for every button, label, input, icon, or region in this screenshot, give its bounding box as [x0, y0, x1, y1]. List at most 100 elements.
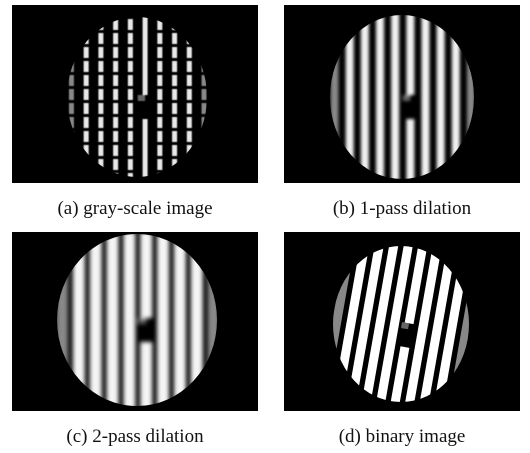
stripe-segment — [69, 33, 74, 44]
stripe-segment — [187, 5, 192, 16]
stripe-segment — [128, 103, 133, 114]
stripe-segment — [98, 117, 103, 128]
stripe-segment — [69, 19, 74, 30]
stripe-segment — [113, 103, 118, 114]
stripe — [174, 232, 186, 411]
stripe-segment — [84, 33, 89, 44]
stripe — [406, 119, 414, 183]
image-binary — [284, 232, 520, 411]
stripe-segment — [113, 173, 118, 183]
bridge — [403, 95, 411, 101]
stripe-segment — [157, 159, 162, 170]
stripe — [73, 232, 85, 411]
stripe-segment — [98, 5, 103, 16]
stripe-segment — [128, 19, 133, 30]
stripe-segment — [128, 159, 133, 170]
stripe-segment — [84, 117, 89, 128]
stripe-segment — [84, 103, 89, 114]
stripe — [437, 5, 445, 183]
bridge — [138, 318, 146, 324]
stripe — [467, 5, 475, 183]
stripe-segment — [128, 89, 133, 100]
stripe-segment — [69, 61, 74, 72]
stripe-segment — [69, 131, 74, 142]
stripe-segment — [84, 145, 89, 156]
stripe-segment — [113, 159, 118, 170]
stripe-segment — [187, 145, 192, 156]
stripe — [421, 5, 429, 183]
stripe-segment — [172, 131, 177, 142]
stripe-segment — [187, 159, 192, 170]
stripe-segment — [84, 75, 89, 86]
stripe-segment — [98, 75, 103, 86]
image-gray-scale — [12, 5, 258, 183]
stripe-segment — [187, 117, 192, 128]
stripe-segment — [84, 61, 89, 72]
stripe — [406, 5, 414, 95]
stripe-segment — [98, 173, 103, 183]
stripe-segment — [172, 103, 177, 114]
stripe-segment — [98, 159, 103, 170]
stripe — [90, 232, 102, 411]
stripe-segment — [157, 131, 162, 142]
stripe-segment — [113, 117, 118, 128]
stripe-segment — [202, 131, 207, 142]
stripe-segment — [113, 47, 118, 58]
stripes — [331, 5, 475, 183]
stripe-segment — [157, 89, 162, 100]
stripe-segment — [113, 19, 118, 30]
stripe-segment — [128, 75, 133, 86]
stripe-segment — [187, 75, 192, 86]
stripe-segment — [157, 75, 162, 86]
stripe — [376, 5, 384, 183]
stripe — [452, 5, 460, 183]
stripe-segment — [128, 173, 133, 183]
stripes — [56, 232, 220, 411]
stripe-segment — [98, 145, 103, 156]
stripe-segment — [98, 33, 103, 44]
stripe-segment — [113, 33, 118, 44]
stripe-segment — [128, 5, 133, 16]
stripe-segment — [172, 117, 177, 128]
stripe-segment — [202, 47, 207, 58]
stripe-segment — [202, 33, 207, 44]
stripe-segment — [84, 131, 89, 142]
stripe — [140, 232, 152, 318]
stripe-segment — [202, 159, 207, 170]
stripe-segment — [202, 19, 207, 30]
stripe — [331, 5, 339, 183]
stripe — [191, 232, 203, 411]
caption: (d) binary image — [272, 426, 530, 448]
stripe-segment — [69, 47, 74, 58]
stripe-segment — [98, 47, 103, 58]
stripe-segment — [157, 103, 162, 114]
stripe-segment — [113, 5, 118, 16]
stripe-segment — [187, 61, 192, 72]
stripe-segment — [69, 159, 74, 170]
stripe-segment — [202, 145, 207, 156]
stripe-segment — [84, 89, 89, 100]
stripe-segment — [172, 61, 177, 72]
stripe-segment — [84, 159, 89, 170]
stripe-segment — [157, 5, 162, 16]
stripe-segment — [84, 173, 89, 183]
stripe-segment — [98, 61, 103, 72]
stripe-segment — [157, 145, 162, 156]
stripe — [157, 232, 169, 411]
stripe-segment — [157, 117, 162, 128]
stripe-segment — [98, 19, 103, 30]
stripe-segment — [187, 47, 192, 58]
stripe-segment — [98, 103, 103, 114]
stripe-segment — [172, 75, 177, 86]
stripe-segment — [128, 117, 133, 128]
stripe-segment — [113, 61, 118, 72]
stripe-segment — [202, 89, 207, 100]
image-2-pass — [12, 232, 258, 411]
caption: (b) 1-pass dilation — [272, 198, 530, 220]
stripe — [346, 5, 354, 183]
stripe-segment — [202, 75, 207, 86]
stripe-segment — [84, 47, 89, 58]
stripe-segment — [202, 61, 207, 72]
stripe — [391, 5, 399, 183]
stripe-segment — [98, 89, 103, 100]
